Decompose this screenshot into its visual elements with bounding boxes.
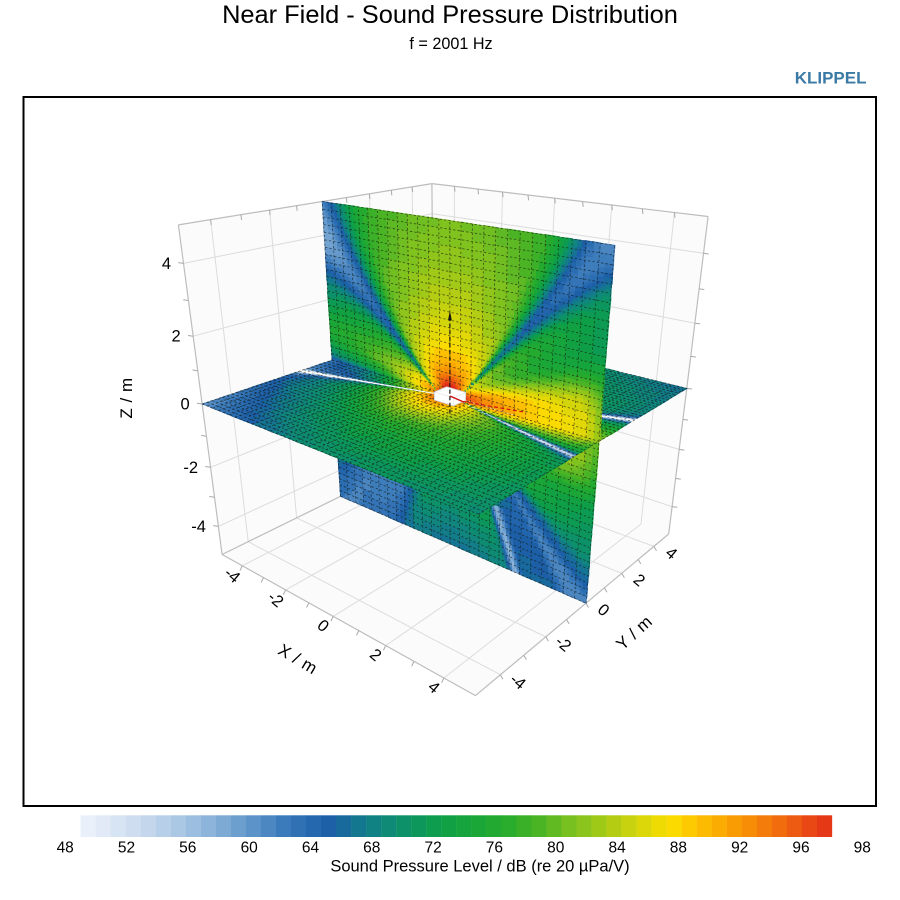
svg-text:Near Field - Sound Pressure Di: Near Field - Sound Pressure Distribution	[222, 1, 678, 29]
svg-text:4: 4	[162, 255, 171, 273]
svg-text:76: 76	[486, 840, 503, 857]
svg-text:2: 2	[172, 328, 181, 346]
svg-text:Z / m: Z / m	[117, 377, 136, 418]
svg-text:84: 84	[608, 840, 626, 857]
svg-text:64: 64	[302, 840, 320, 857]
svg-text:98: 98	[854, 840, 871, 857]
svg-text:-2: -2	[183, 459, 198, 477]
svg-text:KLIPPEL: KLIPPEL	[795, 69, 867, 88]
svg-text:68: 68	[363, 840, 380, 857]
svg-text:48: 48	[57, 840, 74, 857]
svg-text:92: 92	[731, 840, 748, 857]
svg-text:0: 0	[181, 396, 190, 414]
svg-text:72: 72	[424, 840, 441, 857]
svg-text:f = 2001 Hz: f = 2001 Hz	[409, 35, 492, 53]
svg-text:-4: -4	[191, 518, 206, 536]
svg-text:60: 60	[241, 840, 259, 857]
svg-text:80: 80	[547, 840, 565, 857]
svg-text:96: 96	[792, 840, 809, 857]
svg-text:88: 88	[670, 840, 687, 857]
svg-text:56: 56	[179, 840, 196, 857]
svg-text:Sound Pressure Level / dB (re: Sound Pressure Level / dB (re 20 µPa/V)	[330, 858, 629, 876]
svg-text:52: 52	[118, 840, 135, 857]
